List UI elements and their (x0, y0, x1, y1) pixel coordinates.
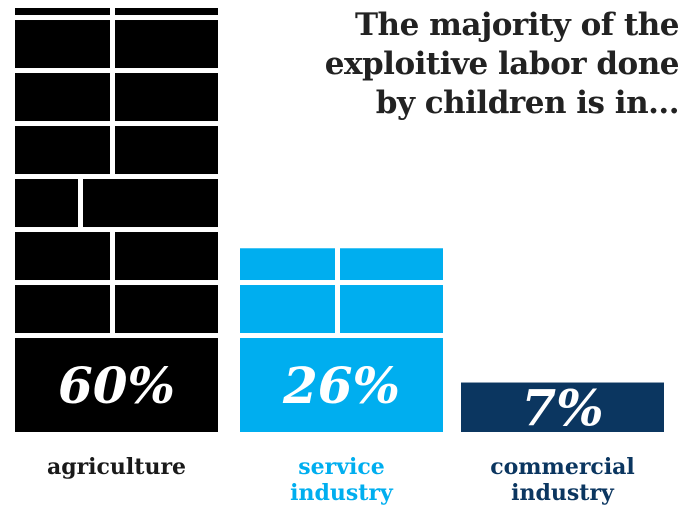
service-bar-tile (240, 248, 335, 281)
agriculture-bar-tile (115, 20, 218, 69)
agriculture-bar-tile (115, 285, 218, 334)
service-bar-base (240, 338, 443, 432)
service-bar-tile (340, 285, 443, 334)
headline-line-3: by children is in... (375, 85, 680, 121)
bar-labels: 60%agriculture26%serviceindustry7%commer… (47, 356, 635, 506)
agriculture-bar-tile (115, 126, 218, 175)
agriculture-bar-base (15, 338, 218, 432)
bar-tiles (15, 8, 664, 432)
headline-line-1: The majority of the (354, 7, 680, 43)
agriculture-bar-tile (15, 20, 110, 69)
commercial-value-label: 7% (521, 378, 603, 437)
service-bar-tile (340, 248, 443, 281)
commercial-bar-base (461, 382, 664, 432)
service-value-label: 26% (282, 356, 400, 415)
agriculture-bar-tile (115, 73, 218, 122)
agriculture-bar-tile (15, 8, 110, 16)
service-category-label: service (298, 454, 385, 480)
commercial-category-label: industry (511, 480, 615, 506)
agriculture-bar-tile (15, 285, 110, 334)
agriculture-bar-tile (15, 73, 110, 122)
agriculture-category-label: agriculture (47, 454, 186, 480)
agriculture-bar-tile (115, 8, 218, 16)
agriculture-bar-tile (83, 179, 218, 228)
headline-line-2: exploitive labor done (324, 46, 680, 82)
commercial-category-label: commercial (490, 454, 635, 480)
agriculture-bar-tile (115, 232, 218, 281)
service-category-label: industry (290, 480, 394, 506)
agriculture-value-label: 60% (58, 356, 175, 415)
service-bar-tile (240, 285, 335, 334)
headline: The majority of the exploitive labor don… (299, 6, 680, 123)
agriculture-bar-tile (15, 126, 110, 175)
agriculture-bar-tile (15, 179, 78, 228)
agriculture-bar-tile (15, 232, 110, 281)
